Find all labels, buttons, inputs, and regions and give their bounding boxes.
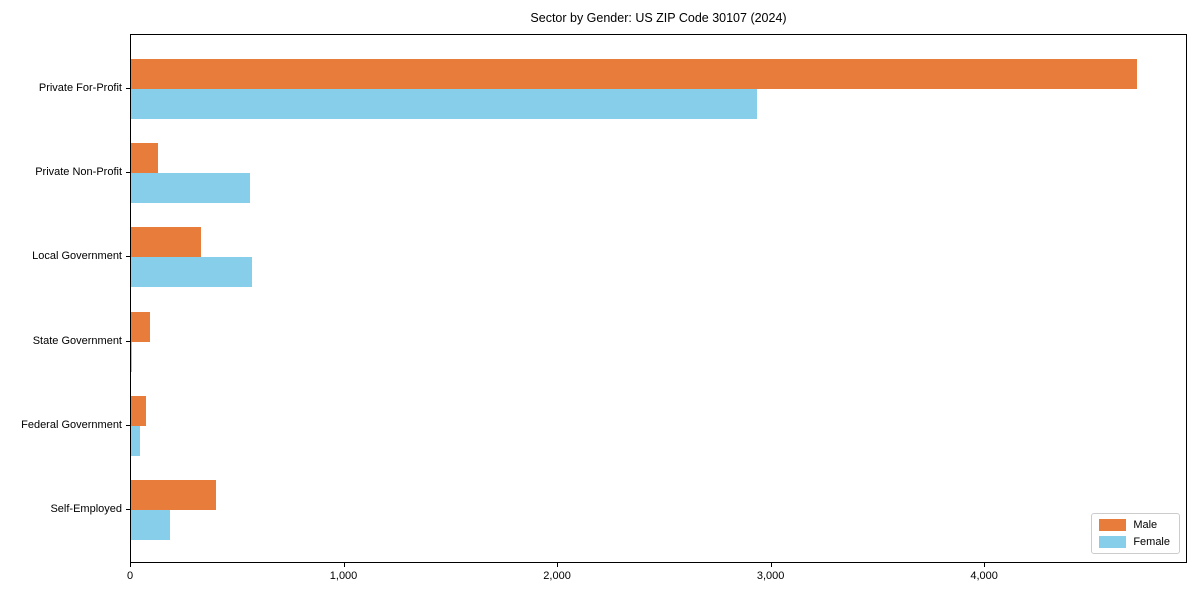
x-tick-4000 <box>984 563 986 567</box>
y-axis-label-local-government: Local Government <box>32 250 122 263</box>
male-swatch <box>1099 519 1127 531</box>
y-tick-private-for-profit <box>126 88 130 89</box>
x-tick-2000 <box>557 563 559 567</box>
y-axis-label-federal-government: Federal Government <box>21 418 122 431</box>
x-tick-0 <box>130 563 131 567</box>
x-tick-label-3000: 3,000 <box>756 570 785 582</box>
female-swatch <box>1099 536 1127 548</box>
bar-female-private-non-profit <box>131 173 250 204</box>
bar-male-federal-government <box>131 395 146 426</box>
bar-female-private-for-profit <box>131 89 757 119</box>
legend-label-male: Male <box>1133 519 1158 531</box>
legend-item-male: Male <box>1099 519 1170 531</box>
bar-male-private-non-profit <box>131 143 158 174</box>
y-axis-label-self-employed: Self-Employed <box>50 503 122 515</box>
y-axis-label-state-government: State Government <box>32 334 122 347</box>
bar-male-self-employed <box>131 480 217 510</box>
bar-male-private-for-profit <box>131 59 1138 89</box>
legend-item-female: Female <box>1099 536 1170 548</box>
y-tick-local-government <box>126 256 130 258</box>
y-tick-federal-government <box>126 424 130 426</box>
bar-female-self-employed <box>131 510 171 540</box>
legend: Male Female <box>1091 513 1180 554</box>
y-tick-self-employed <box>126 509 130 510</box>
bar-male-state-government <box>131 311 151 342</box>
y-tick-state-government <box>126 340 130 342</box>
x-tick-label-2000: 2,000 <box>543 570 571 582</box>
legend-label-female: Female <box>1133 536 1170 548</box>
x-tick-1000 <box>343 563 345 567</box>
x-tick-label-1000: 1,000 <box>329 570 358 582</box>
y-axis-label-private-non-profit: Private Non-Profit <box>35 166 122 179</box>
y-tick-private-non-profit <box>126 172 130 174</box>
chart-title: Sector by Gender: US ZIP Code 30107 (202… <box>530 11 787 25</box>
plot-area: Male Female <box>130 34 1187 563</box>
x-tick-3000 <box>770 563 772 567</box>
bar-female-federal-government <box>131 425 140 456</box>
bar-female-local-government <box>131 257 253 288</box>
bar-female-state-government <box>131 341 133 372</box>
bar-male-local-government <box>131 227 202 258</box>
x-tick-label-4000: 4,000 <box>970 570 998 582</box>
y-axis-label-private-for-profit: Private For-Profit <box>38 82 122 94</box>
x-tick-label-0: 0 <box>126 570 134 582</box>
